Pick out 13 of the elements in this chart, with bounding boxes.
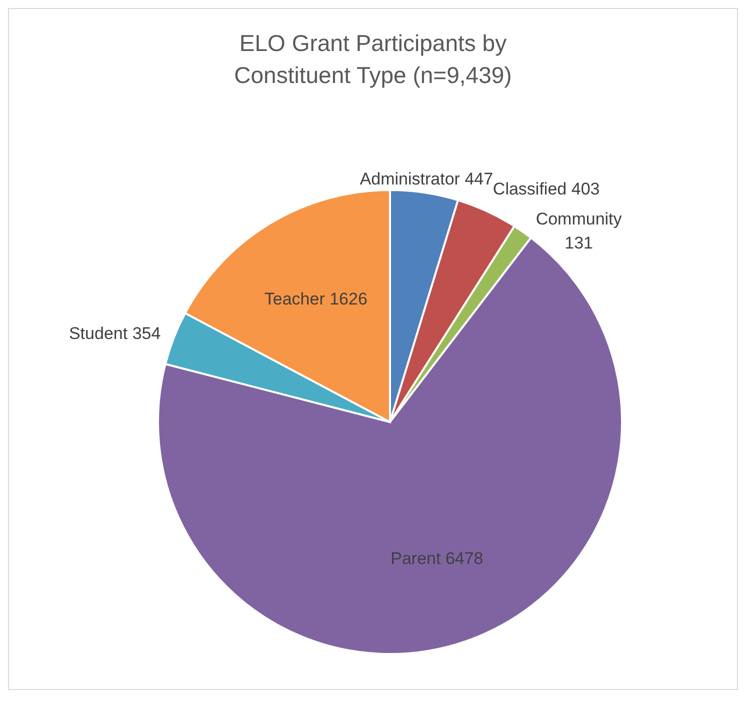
data-label: 131 xyxy=(564,233,593,252)
data-label: 403 xyxy=(571,179,600,198)
data-label: 6478 xyxy=(445,548,484,568)
slice-label: Student xyxy=(68,323,128,342)
chart-title: ELO Grant Participants by Constituent Type (n=9,439) xyxy=(233,29,513,90)
slice-label: Teacher xyxy=(264,289,326,308)
data-label: 447 xyxy=(464,169,494,188)
data-label: 1626 xyxy=(330,289,368,308)
data-label: 354 xyxy=(132,323,161,342)
slice-label: Community xyxy=(536,209,622,228)
slice-label: Parent xyxy=(390,548,441,568)
slice-label: Classified xyxy=(492,179,567,198)
slice-label: Administrator xyxy=(360,169,460,188)
